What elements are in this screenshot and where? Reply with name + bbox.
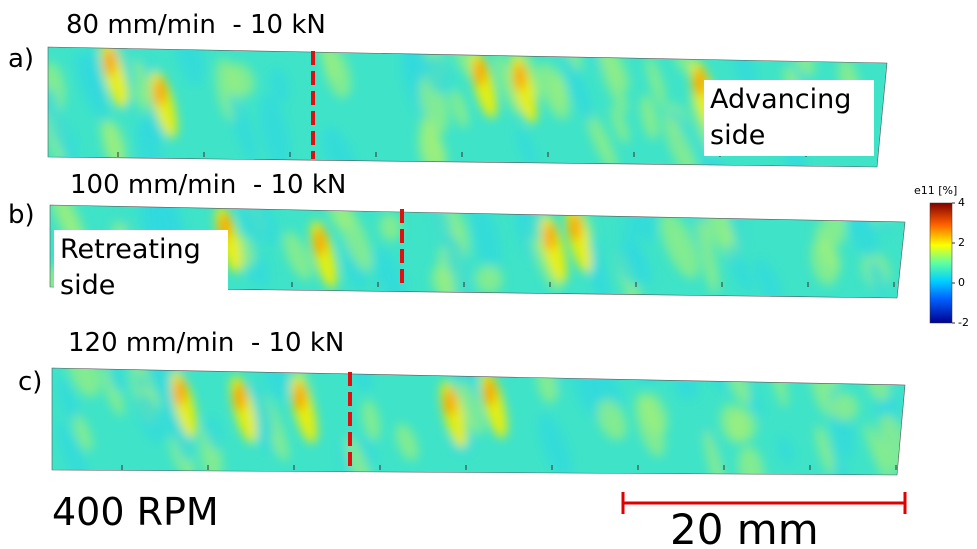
- field-blob: [324, 47, 351, 99]
- field-hot: [154, 78, 166, 106]
- field-hot: [234, 383, 246, 411]
- panel-label: c): [18, 367, 43, 397]
- panel-label: a): [8, 44, 35, 74]
- field-blob: [379, 213, 402, 242]
- field-blob: [595, 47, 628, 114]
- panel-title: 80 mm/min - 10 kN: [66, 10, 326, 40]
- speed-label: 400 RPM: [52, 490, 219, 534]
- field-blob: [867, 260, 888, 296]
- field-blob: [48, 104, 78, 163]
- field-edge: [49, 204, 906, 299]
- field-blob: [239, 206, 263, 245]
- field-blob: [597, 399, 627, 441]
- colorbar-tick-label: 2: [958, 236, 965, 249]
- field-blob: [395, 423, 419, 461]
- field-blob: [445, 235, 472, 298]
- field-blob: [57, 377, 81, 429]
- field-blob: [204, 417, 223, 451]
- field-blob: [515, 127, 537, 167]
- scale-bar-label: 20 mm: [670, 505, 819, 549]
- field-hot: [104, 48, 116, 76]
- field-blob: [475, 265, 503, 294]
- field-blob: [703, 428, 726, 475]
- field-hot: [444, 388, 456, 416]
- field-blob: [172, 409, 194, 463]
- field-blob: [726, 243, 754, 293]
- field-blob: [777, 436, 794, 465]
- field-hot: [569, 213, 581, 241]
- field-blob: [136, 392, 165, 444]
- field-blob: [815, 424, 835, 475]
- colorbar-tick-label: -2: [958, 316, 969, 329]
- field-hot: [694, 68, 706, 96]
- field-edge: [47, 46, 888, 168]
- field-blob: [610, 105, 629, 144]
- field-blob: [56, 422, 87, 475]
- strain-field: [52, 368, 905, 475]
- field-texture: [56, 368, 905, 475]
- field-blob: [552, 72, 568, 107]
- field-blob: [660, 212, 699, 279]
- field-blob: [640, 392, 668, 435]
- field-blob: [737, 445, 764, 475]
- field-blob: [67, 368, 101, 398]
- field-edge: [51, 367, 906, 476]
- field-blob: [362, 399, 381, 441]
- field-blob: [134, 59, 152, 107]
- colorbar-tick-label: 4: [958, 196, 965, 209]
- field-blob: [422, 117, 446, 167]
- field-blob: [864, 422, 894, 475]
- annotation: Retreating side: [54, 230, 228, 306]
- panel-label: b): [8, 200, 35, 230]
- field-blob: [450, 89, 469, 128]
- panel-title: 100 mm/min - 10 kN: [70, 170, 347, 200]
- field-blob: [84, 48, 107, 103]
- field-blob: [424, 54, 452, 95]
- colorbar-title: e11 [%]: [914, 184, 958, 197]
- field-blob: [248, 205, 279, 246]
- field-blob: [337, 205, 373, 272]
- field-hot: [174, 378, 186, 406]
- field-blob: [431, 265, 455, 297]
- field-blob: [815, 224, 841, 273]
- field-blob: [283, 231, 313, 281]
- colorbar: [929, 202, 953, 324]
- field-blob: [259, 93, 290, 167]
- field-hot: [514, 63, 526, 91]
- field-blob: [228, 93, 258, 164]
- field-blob: [107, 368, 127, 394]
- field-blob: [457, 379, 484, 436]
- field-blob: [250, 381, 274, 440]
- field-hot: [484, 378, 496, 406]
- field-blob: [831, 393, 859, 422]
- field-hot: [544, 223, 556, 251]
- field-hot: [294, 383, 306, 411]
- field-blob: [646, 56, 666, 108]
- field-blob: [493, 51, 521, 115]
- annotation: Advancing side: [704, 80, 874, 156]
- field-blob: [227, 62, 255, 97]
- field-blob: [560, 52, 594, 123]
- field-blob: [585, 110, 619, 167]
- field-blob: [755, 258, 782, 298]
- field-blob: [471, 206, 501, 272]
- panel-title: 120 mm/min - 10 kN: [68, 328, 345, 358]
- field-blob: [720, 403, 748, 444]
- field-blob: [697, 219, 719, 295]
- field-blob: [322, 127, 356, 167]
- field-hot: [314, 228, 326, 256]
- colorbar-tick-label: 0: [958, 276, 965, 289]
- field-hot: [474, 58, 486, 86]
- field-blob: [73, 414, 93, 452]
- field-blob: [344, 435, 373, 475]
- field-blob: [640, 94, 659, 140]
- field-blob: [538, 413, 572, 475]
- field-blob: [101, 368, 125, 416]
- field-blob: [270, 68, 290, 104]
- field-blob: [616, 242, 647, 286]
